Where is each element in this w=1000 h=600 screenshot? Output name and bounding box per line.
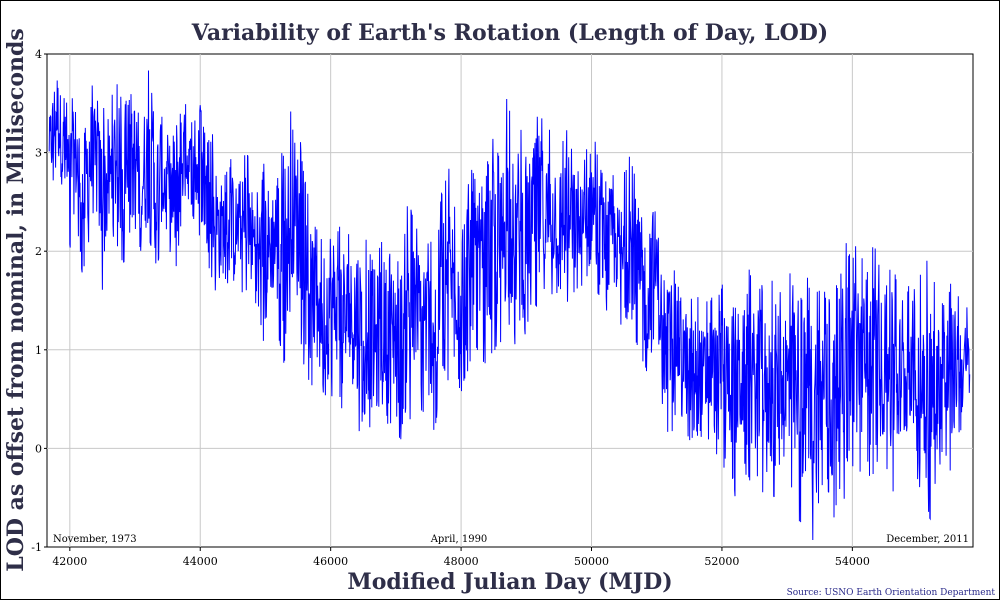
- x-tick-label: 42000: [52, 555, 87, 568]
- lod-series-line: [48, 70, 971, 541]
- y-tick-label: -1: [31, 541, 42, 554]
- annotation-end-date: December, 2011: [886, 534, 969, 545]
- y-axis-ticks: -1 0 1 2 3 4: [31, 48, 47, 554]
- chart-title: Variability of Earth's Rotation (Length …: [191, 20, 828, 46]
- x-tick-label: 50000: [574, 555, 609, 568]
- y-axis-label: LOD as offset from nominal, in Milliseco…: [3, 28, 29, 572]
- y-tick-label: 1: [35, 344, 42, 357]
- x-tick-label: 46000: [313, 555, 348, 568]
- annotation-start-date: November, 1973: [53, 534, 137, 545]
- data-series: [48, 70, 971, 541]
- x-tick-label: 44000: [183, 555, 218, 568]
- source-note: Source: USNO Earth Orientation Departmen…: [787, 588, 996, 598]
- x-axis-ticks: 42000 44000 46000 48000 50000 52000 54000: [52, 547, 870, 568]
- annotation-mid-date: April, 1990: [430, 534, 488, 545]
- y-tick-label: 4: [35, 48, 42, 61]
- x-tick-label: 52000: [704, 555, 739, 568]
- x-tick-label: 54000: [835, 555, 870, 568]
- y-tick-label: 3: [35, 147, 42, 160]
- y-tick-label: 2: [35, 245, 42, 258]
- x-tick-label: 48000: [444, 555, 479, 568]
- x-axis-label: Modified Julian Day (MJD): [347, 569, 672, 595]
- y-tick-label: 0: [35, 442, 42, 455]
